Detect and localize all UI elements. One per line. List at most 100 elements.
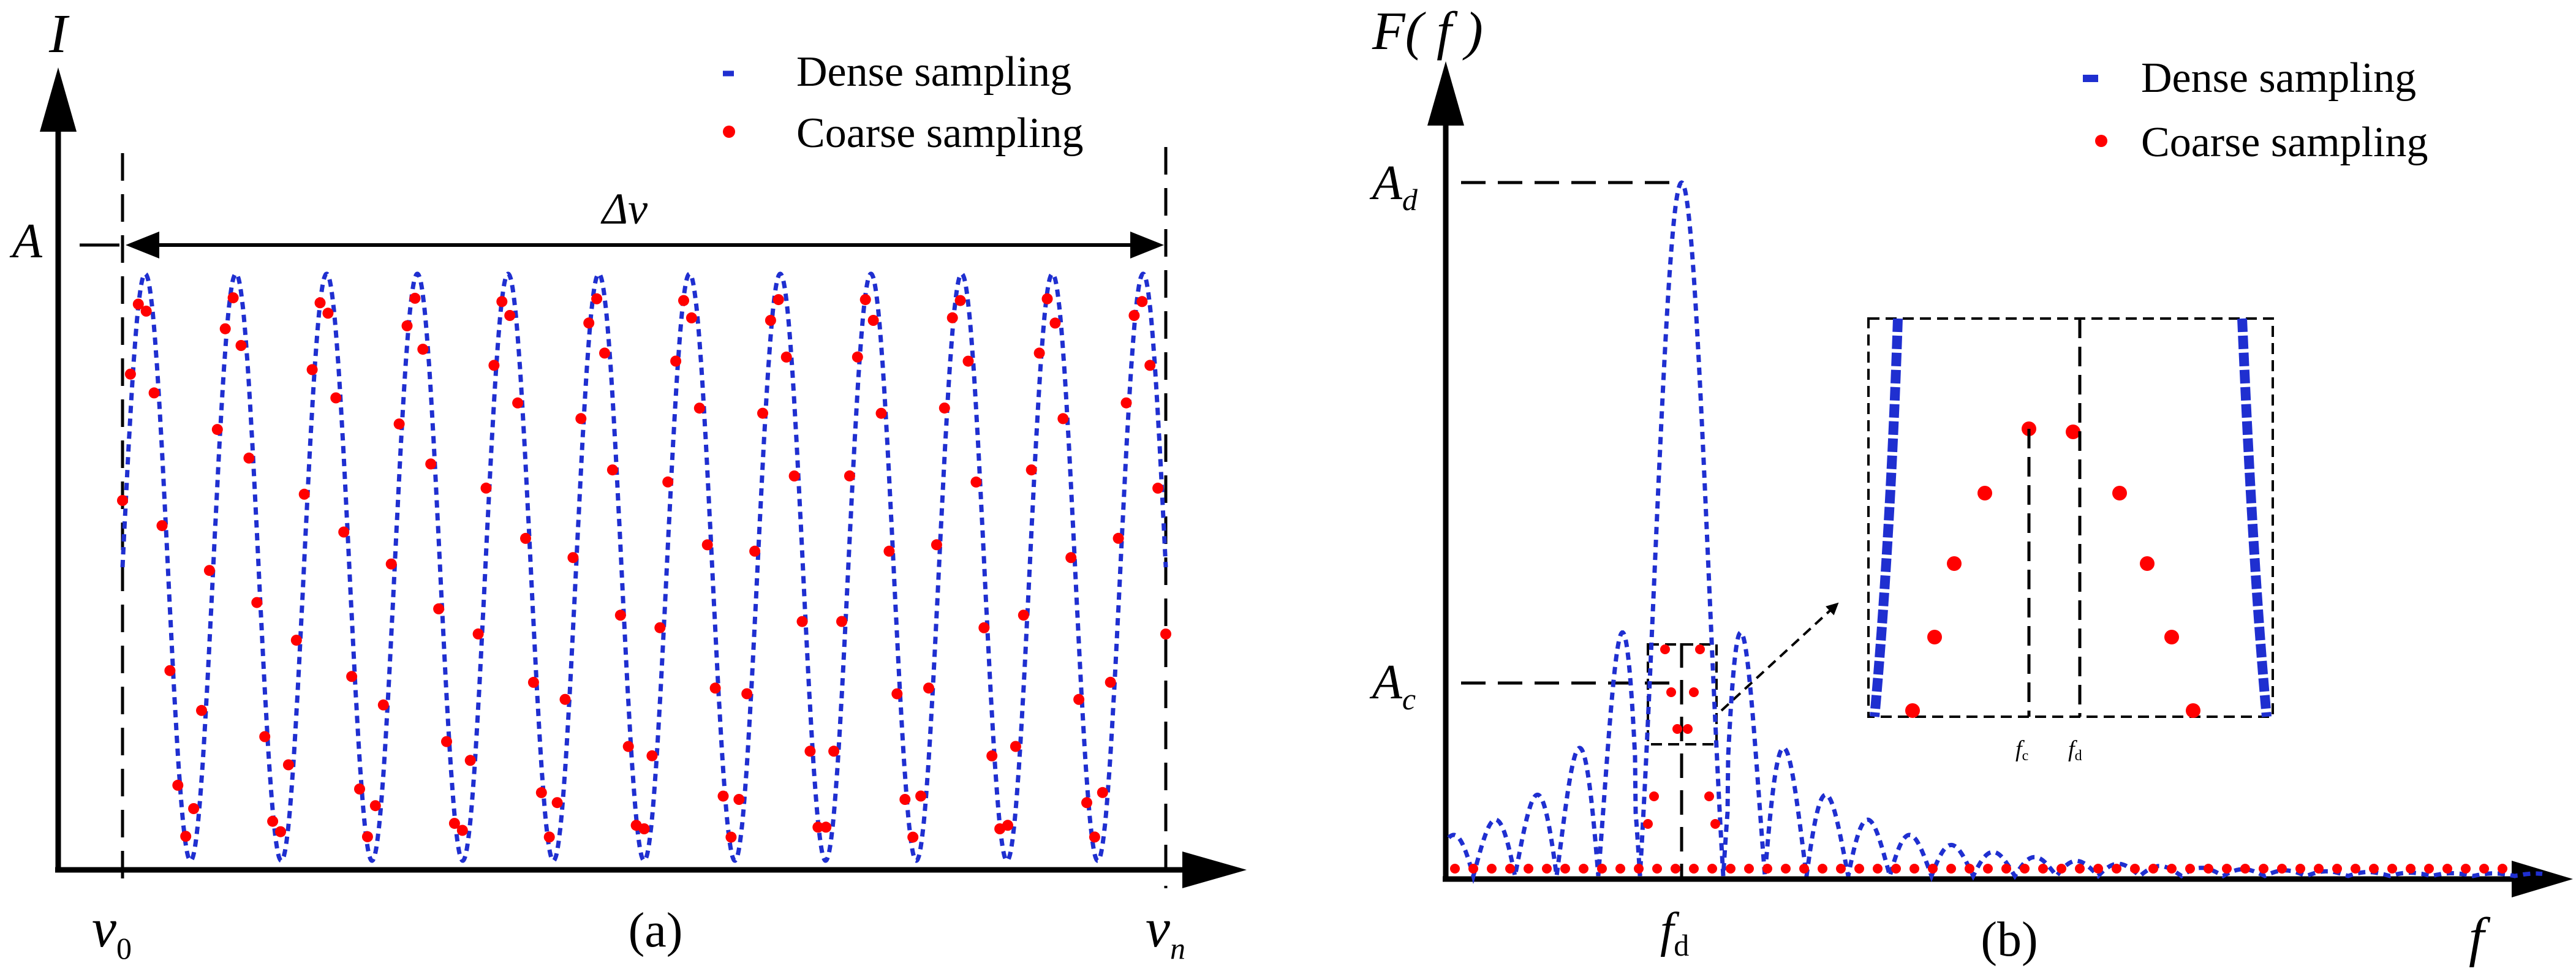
b-coarse-point <box>1524 864 1533 874</box>
a-coarse-point <box>393 418 405 430</box>
a-coarse-point <box>883 545 895 557</box>
a-coarse-point <box>172 779 184 791</box>
b-coarse-point <box>1873 864 1883 874</box>
a-coarse-point <box>433 603 445 614</box>
b-coarse-point <box>2038 864 2048 874</box>
a-coarse-point <box>124 368 136 380</box>
a-coarse-point <box>488 360 500 371</box>
b-peak-dense-sub: d <box>1402 183 1418 217</box>
a-coarse-point <box>638 823 650 834</box>
a-coarse-point <box>188 803 200 814</box>
a-coarse-point <box>859 294 871 306</box>
b-coarse-point <box>2222 864 2232 874</box>
a-coarse-point <box>772 294 784 306</box>
b-coarse-point <box>2185 864 2195 874</box>
a-coarse-point <box>978 622 990 633</box>
b-coarse-point <box>2020 864 2030 874</box>
b-legend-coarse-label: Coarse sampling <box>2141 119 2428 166</box>
a-x-end-sub: n <box>1170 931 1185 965</box>
b-coarse-point <box>1704 791 1714 801</box>
a-coarse-point <box>1025 464 1037 476</box>
a-coarse-point <box>1089 831 1100 843</box>
a-coarse-point <box>322 308 334 319</box>
b-peak-dense-label: Ad <box>1369 156 1418 217</box>
a-coarse-point <box>235 340 247 351</box>
b-peak-coarse-label: Ac <box>1369 655 1416 716</box>
b-dense-series <box>1447 180 2543 885</box>
a-coarse-point <box>875 407 887 419</box>
b-coarse-point <box>1660 644 1670 654</box>
a-coarse-point <box>275 826 286 837</box>
b-coarse-point <box>1615 864 1625 874</box>
a-coarse-point <box>686 312 697 323</box>
a-coarse-point <box>464 755 476 766</box>
b-coarse-point <box>1468 864 1478 874</box>
b-y-label: F( f ) <box>1372 2 1483 61</box>
b-coarse-point <box>2314 864 2324 874</box>
a-coarse-point <box>788 470 800 481</box>
a-coarse-point <box>512 397 524 409</box>
a-coarse-point <box>1057 413 1069 425</box>
b-inset-frame <box>1867 317 2274 718</box>
b-coarse-point <box>1671 864 1680 874</box>
a-coarse-point <box>599 347 610 359</box>
a-coarse-point <box>520 532 531 544</box>
b-inset-coarse-point <box>2066 425 2080 439</box>
a-legend-coarse-label: Coarse sampling <box>796 110 1084 157</box>
a-coarse-point <box>243 452 255 464</box>
a-coarse-point <box>1136 296 1148 308</box>
b-coarse-point <box>1710 819 1720 829</box>
a-coarse-point <box>1073 693 1085 705</box>
b-coarse-point <box>1762 864 1772 874</box>
a-coarse-point <box>203 565 215 576</box>
a-coarse-point <box>812 821 824 833</box>
a-coarse-point <box>583 317 595 329</box>
a-coarse-point <box>915 790 927 802</box>
a-coarse-point <box>567 552 579 564</box>
a-coarse-point <box>219 323 231 334</box>
a-coarse-point <box>591 293 603 304</box>
a-coarse-point <box>1128 310 1140 321</box>
a-coarse-point <box>899 794 911 805</box>
a-coarse-point <box>931 539 942 551</box>
a-coarse-point <box>211 424 223 436</box>
b-inset-fc-label: fc <box>2015 736 2028 764</box>
b-fd-sub: d <box>1674 928 1689 962</box>
b-inset-coarse-point <box>1927 630 1942 644</box>
a-coarse-point <box>733 794 745 805</box>
a-coarse-point <box>1081 797 1092 809</box>
a-coarse-point <box>836 616 847 627</box>
a-coarse-point <box>1041 293 1053 304</box>
b-coarse-point <box>1799 864 1809 874</box>
a-coarse-point <box>796 616 808 627</box>
panel-b: F( f ) f (b) Ad Ac fd Dense sampling Coa… <box>1369 2 2573 968</box>
b-zoom-box <box>1647 643 1718 746</box>
a-coarse-point <box>267 815 279 827</box>
a-coarse-point <box>717 790 729 802</box>
a-coarse-point <box>954 295 966 306</box>
a-coarse-point <box>709 682 721 694</box>
panel-a: A Δν I ν0 νn (a) Dense sampling Coarse s… <box>9 4 1247 965</box>
a-coarse-point <box>132 298 144 310</box>
a-coarse-point <box>828 746 840 757</box>
b-caption: (b) <box>1981 913 2038 967</box>
b-inset-coarse-point <box>1977 486 1992 500</box>
b-inset-dense-left <box>1870 318 1903 717</box>
b-coarse-point <box>2369 864 2379 874</box>
b-inset-fd-sub: d <box>2075 748 2082 764</box>
a-coarse-point <box>646 750 658 761</box>
a-x-axis-arrow <box>1182 851 1247 888</box>
b-coarse-point <box>1946 864 1956 874</box>
b-coarse-point <box>2130 864 2140 874</box>
b-coarse-point <box>1891 864 1901 874</box>
b-coarse-point <box>2277 864 2287 874</box>
a-coarse-point <box>804 746 816 757</box>
b-inset-coarse-point <box>2186 703 2200 718</box>
a-coarse-point <box>164 665 176 676</box>
b-coarse-point <box>1965 864 1974 874</box>
a-coarse-point <box>622 741 634 752</box>
a-coarse-point <box>282 759 294 771</box>
a-coarse-point <box>1144 360 1156 371</box>
b-inset-coarse-point <box>2164 630 2179 644</box>
